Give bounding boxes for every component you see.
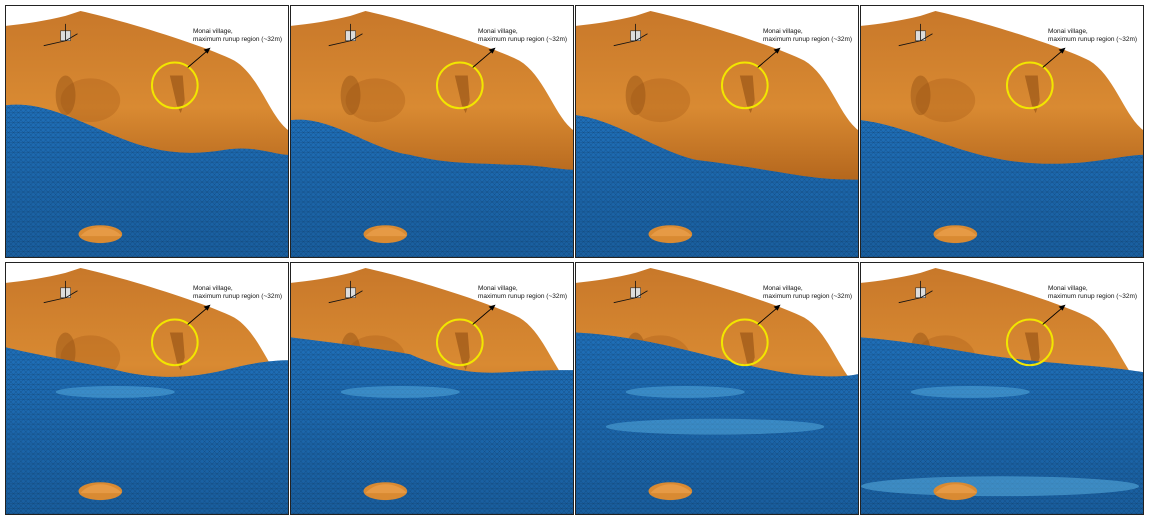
annotation-line-2: maximum runup region (~32m) [478, 35, 568, 43]
mesh-overlay [291, 337, 573, 514]
terrain-render [576, 267, 858, 514]
axis-triad-icon [613, 280, 648, 304]
terrain-render [861, 267, 1143, 514]
runup-gully [169, 75, 185, 114]
runup-highlight-circle [720, 61, 769, 110]
mesh-overlay [576, 332, 858, 514]
arrow-icon [773, 47, 781, 54]
simulation-panel: Monai village, maximum runup region (~32m… [290, 262, 574, 515]
arrow-icon [203, 47, 211, 54]
axis-triad-icon [898, 23, 933, 47]
annotation-line-2: maximum runup region (~32m) [193, 292, 283, 300]
annotation-line-1: Monai village, [1048, 285, 1088, 292]
simulation-panel: Monai village, maximum runup region (~32m… [860, 5, 1144, 258]
annotation-label: Monai village, maximum runup region (~32m… [763, 285, 852, 300]
terrain-render [291, 10, 573, 257]
terrain-render [861, 10, 1143, 257]
runup-highlight-circle [435, 318, 484, 367]
simulation-panel: Monai village, maximum runup region (~32m… [575, 262, 859, 515]
axis-triad-icon [613, 23, 648, 47]
arrow-icon [488, 304, 496, 311]
annotation-line-1: Monai village, [193, 28, 233, 35]
terrain-render [291, 267, 573, 514]
simulation-panel: Monai village, maximum runup region (~32m… [5, 5, 289, 258]
annotation-line-1: Monai village, [478, 285, 518, 292]
annotation-label: Monai village, maximum runup region (~32m… [193, 285, 282, 300]
runup-highlight-circle [150, 318, 199, 367]
runup-highlight-circle [435, 61, 484, 110]
terrain-render [6, 267, 288, 514]
annotation-label: Monai village, maximum runup region (~32m… [1048, 285, 1137, 300]
annotation-line-2: maximum runup region (~32m) [1048, 292, 1138, 300]
simulation-panel: Monai village, maximum runup region (~32m… [290, 5, 574, 258]
mesh-overlay [576, 115, 858, 257]
annotation-line-2: maximum runup region (~32m) [478, 292, 568, 300]
annotation-line-1: Monai village, [478, 28, 518, 35]
annotation-line-1: Monai village, [763, 285, 803, 292]
runup-gully [739, 332, 755, 371]
annotation-line-2: maximum runup region (~32m) [763, 292, 853, 300]
axis-triad-icon [328, 280, 363, 304]
simulation-panel: Monai village, maximum runup region (~32m… [5, 262, 289, 515]
runup-gully [1024, 75, 1040, 114]
runup-highlight-circle [720, 318, 769, 367]
mesh-overlay [6, 104, 288, 257]
annotation-label: Monai village, maximum runup region (~32m… [478, 285, 567, 300]
annotation-line-1: Monai village, [763, 28, 803, 35]
runup-gully [454, 332, 470, 371]
arrow-icon [203, 304, 211, 311]
annotation-line-2: maximum runup region (~32m) [193, 35, 283, 43]
runup-gully [454, 75, 470, 114]
axis-triad-icon [43, 280, 78, 304]
annotation-label: Monai village, maximum runup region (~32m… [193, 28, 282, 43]
arrow-icon [773, 304, 781, 311]
runup-highlight-circle [1005, 61, 1054, 110]
mesh-overlay [861, 120, 1143, 257]
mesh-overlay [291, 119, 573, 257]
runup-gully [739, 75, 755, 114]
annotation-line-2: maximum runup region (~32m) [763, 35, 853, 43]
annotation-line-1: Monai village, [1048, 28, 1088, 35]
arrow-icon [488, 47, 496, 54]
axis-triad-icon [328, 23, 363, 47]
terrain-render [576, 10, 858, 257]
terrain-render [6, 10, 288, 257]
annotation-line-1: Monai village, [193, 285, 233, 292]
runup-highlight-circle [150, 61, 199, 110]
simulation-panel: Monai village, maximum runup region (~32m… [860, 262, 1144, 515]
mesh-overlay [6, 347, 288, 514]
axis-triad-icon [898, 280, 933, 304]
annotation-line-2: maximum runup region (~32m) [1048, 35, 1138, 43]
runup-highlight-circle [1005, 318, 1054, 367]
runup-gully [169, 332, 185, 371]
mesh-overlay [861, 337, 1143, 514]
simulation-panel: Monai village, maximum runup region (~32m… [575, 5, 859, 258]
arrow-icon [1058, 304, 1066, 311]
annotation-label: Monai village, maximum runup region (~32m… [478, 28, 567, 43]
annotation-label: Monai village, maximum runup region (~32m… [763, 28, 852, 43]
arrow-icon [1058, 47, 1066, 54]
runup-gully [1024, 332, 1040, 371]
annotation-label: Monai village, maximum runup region (~32m… [1048, 28, 1137, 43]
axis-triad-icon [43, 23, 78, 47]
